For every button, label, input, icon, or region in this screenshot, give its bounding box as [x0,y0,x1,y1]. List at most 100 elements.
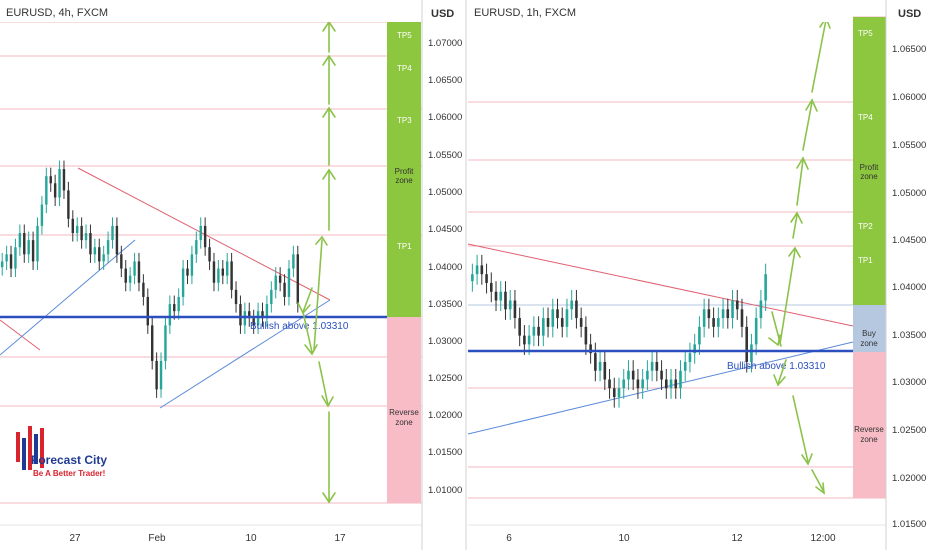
bullish-annotation: Bullish above 1.03310 [250,321,349,332]
candle-body [120,254,123,269]
support-trendline-early[interactable] [0,239,136,356]
logo-bar [28,426,32,470]
y-tick: 1.05000 [428,187,462,198]
candle-body [40,204,44,226]
candle-body [248,311,251,319]
candle-body [225,261,229,276]
candle-body [518,318,521,336]
candle-body [693,344,696,354]
y-tick: 1.04500 [428,224,462,235]
candle-body [759,300,763,319]
candle-body [234,289,238,305]
arrow-down [777,359,787,385]
candle-body [190,254,194,276]
tp-label: TP4 [397,64,412,73]
candle-body [9,254,13,269]
candle-body [261,311,264,319]
candle-body [256,311,260,326]
candle-body [31,240,35,262]
x-tick: 10 [618,533,630,544]
reverse-zone-word: Reverse [854,425,884,434]
arrow-up [796,159,804,206]
candle-body [754,318,758,345]
x-tick: 12 [731,533,743,544]
symbol-label[interactable]: EURUSD, 4h, FXCM [6,7,108,19]
x-tick: 10 [245,533,257,544]
candle-body [75,225,79,234]
candle-body [67,190,70,219]
arrow-heads [297,20,336,504]
buy-zone-bar [853,305,886,352]
candle-body [106,240,110,255]
chart-header [468,0,853,22]
candle-body [265,304,269,319]
candle-body [665,379,668,389]
candle-body [679,370,682,389]
y-tick: 1.03500 [892,330,926,341]
candle-body [274,275,277,290]
projection-arrows [771,19,827,493]
reverse-zone-label: Reverse zone [854,425,884,444]
candle-body [146,296,150,326]
logo-tagline: Be A Better Trader! [33,469,105,478]
tp-label: TP5 [397,31,412,40]
candle-body [217,268,220,283]
candle-body [622,379,626,389]
arrow-up [779,249,796,345]
profit-zone-label: Profit zone [395,167,414,185]
buy-zone-word: Buy [862,329,876,338]
candle-body [608,379,611,389]
price-axis-1h[interactable]: USD 1.06500 1.06000 1.05500 1.05000 1.04… [885,0,932,550]
arrowhead [768,334,781,347]
chart-header [0,0,422,22]
candle-body [111,225,114,241]
candle-body [764,274,767,301]
resistance-trendline-lower[interactable] [0,319,41,351]
price-axis-4h[interactable]: USD 1.07000 1.06500 1.06000 1.05500 1.05… [421,0,464,550]
candle-body [494,291,498,301]
arrowhead [322,106,336,118]
candle-body [133,261,136,276]
arrowhead [815,482,825,495]
arrow-heads [768,16,831,495]
candle-body [296,254,300,305]
candle-body [164,325,167,361]
candle-body [560,318,564,327]
candle-body [627,370,630,380]
plot-background [0,0,422,550]
candle-body [721,309,725,319]
profit-zone-word: Profit [395,167,414,176]
candle-body [556,309,559,319]
arrowhead [322,492,336,504]
candle-body [102,254,105,262]
candle-body [89,233,92,255]
candle-body [155,360,158,390]
candle-body [504,291,507,310]
chart-1h[interactable]: TP5 TP4 TP2 TP1 Profit zone Buy zone Rever… [465,0,886,550]
arrowhead [801,453,813,466]
candle-body [537,326,540,336]
candle-body [603,361,607,380]
support-trendline[interactable] [467,341,854,435]
candle-body [199,225,202,241]
y-tick: 1.05000 [892,188,926,199]
arrowhead [304,344,318,356]
symbol-label[interactable]: EURUSD, 1h, FXCM [474,7,576,19]
candle-body [726,309,730,319]
candle-body [499,291,503,301]
candle-body [636,379,640,389]
candle-body [71,218,75,234]
candle-body [45,176,48,205]
profit-zone-word: zone [860,172,878,181]
candle-body [115,225,119,255]
chart-4h[interactable]: TP5 TP4 TP3 TP1 Profit zone Reverse zone B… [0,0,422,550]
candle-body [698,326,701,345]
arrow-down [318,361,329,406]
reverse-zone-bar [853,352,886,498]
x-tick: 6 [506,533,512,544]
profit-zone-word: Profit [860,163,879,172]
candle-body [480,265,484,275]
candle-body [292,254,295,269]
resistance-trendline[interactable] [467,243,854,327]
